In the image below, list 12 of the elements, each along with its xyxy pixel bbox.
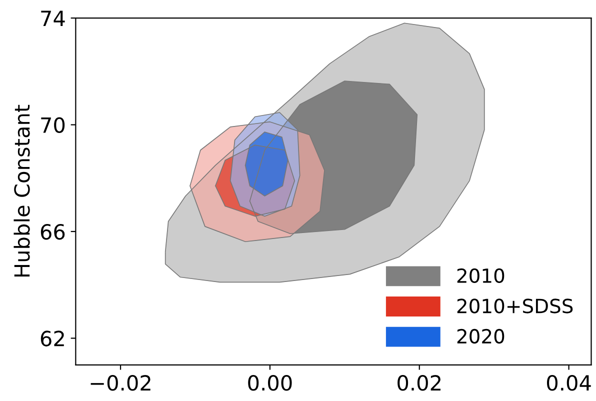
x-tick-label: 0.04 (547, 375, 591, 391)
x-tick-label: −0.02 (90, 375, 150, 391)
x-tick-label: 0.02 (398, 375, 440, 391)
legend-label: 2010+SDSS (457, 298, 573, 314)
legend-label: 2020 (457, 328, 504, 344)
legend-label: 2010 (457, 268, 504, 284)
y-tick-label: 66 (40, 224, 65, 240)
y-tick-label: 70 (41, 117, 65, 133)
y-tick-label: 74 (41, 10, 65, 26)
y-axis-title: Hubble Constant (14, 104, 30, 277)
y-tick-label: 62 (40, 330, 64, 346)
x-tick-label: 0.00 (248, 375, 292, 391)
